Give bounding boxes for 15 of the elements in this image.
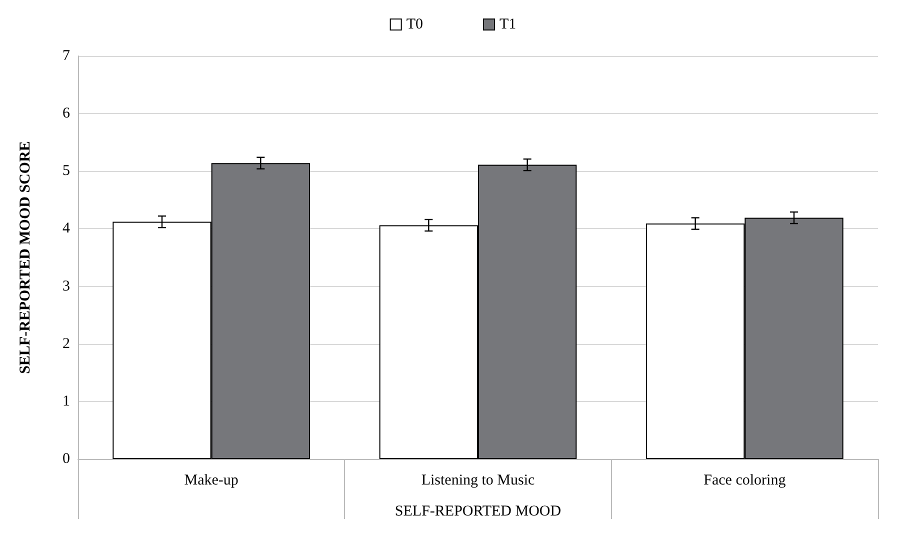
x-tick-label: Make-up [184, 472, 238, 488]
y-axis-title: SELF-REPORTED MOOD SCORE [18, 141, 34, 374]
y-tick-label: 1 [62, 393, 70, 410]
y-tick-label: 6 [62, 106, 70, 122]
y-tick-label: 5 [62, 163, 70, 180]
y-tick-label: 4 [62, 220, 70, 237]
y-tick-label: 0 [62, 451, 70, 467]
x-tick-label: Listening to Music [421, 472, 536, 488]
y-tick-label: 2 [62, 336, 70, 352]
y-tick-label: 3 [62, 278, 70, 294]
legend-label: T0 [406, 16, 424, 32]
legend-label: T1 [500, 16, 516, 32]
x-axis-title: SELF-REPORTED MOOD [394, 504, 562, 520]
y-tick-label: 7 [62, 48, 70, 64]
x-tick-label: Face coloring [704, 472, 786, 488]
